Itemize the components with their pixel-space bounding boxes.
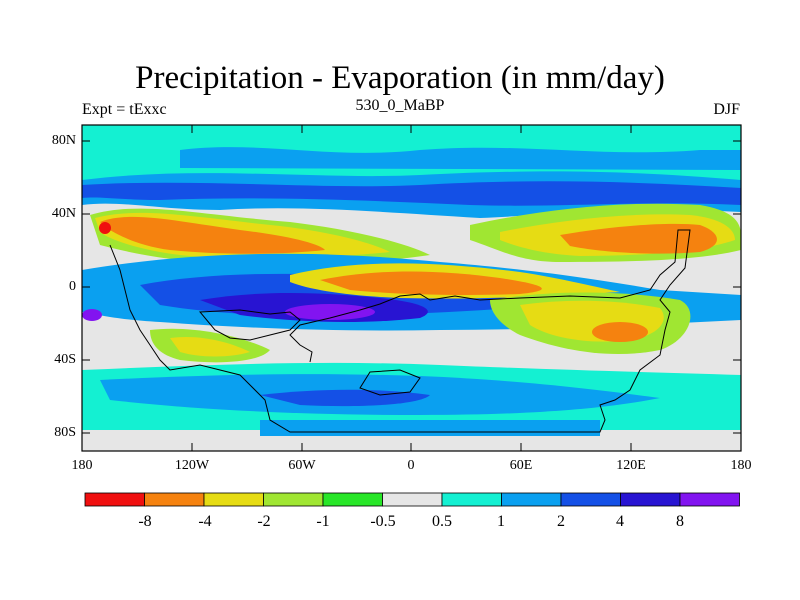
- colorbar-swatch: [679, 492, 740, 507]
- sh-subtropics-east-3: [592, 322, 648, 342]
- equatorial-dry-tongue-2: [320, 271, 542, 295]
- colorbar-label: 0.5: [432, 513, 452, 530]
- colorbar-label: -2: [257, 513, 271, 530]
- antarctic-coast-wet: [260, 420, 600, 436]
- x-tick-label: 120E: [616, 458, 646, 473]
- x-tick-label: 60E: [509, 458, 533, 473]
- x-tick-label: 60W: [288, 458, 316, 473]
- y-tick-label: 0: [69, 279, 76, 294]
- sh-subtropics-west-2: [170, 336, 250, 357]
- colorbar-label: -4: [198, 513, 212, 530]
- colorbar-swatch: [382, 492, 443, 507]
- y-tick-label: 40S: [54, 352, 76, 367]
- colorbar: [84, 492, 740, 507]
- nh-subtropics-west-3: [100, 216, 325, 254]
- colorbar-swatch: [322, 492, 383, 507]
- itcz-west-max: [82, 309, 102, 321]
- colorbar-label: 2: [557, 513, 565, 530]
- x-tick-label: 180: [730, 458, 752, 473]
- continent-outlines: [109, 229, 691, 433]
- colorbar-label: -1: [316, 513, 330, 530]
- contour-field: [82, 125, 741, 451]
- colorbar-label: 8: [676, 513, 684, 530]
- coastline-island-west: [198, 309, 301, 341]
- colorbar-swatch: [84, 492, 145, 507]
- experiment-label: Expt = tExxc: [82, 101, 167, 118]
- plot-title: Precipitation - Evaporation (in mm/day): [135, 60, 665, 96]
- nh-max-dry-cell: [99, 222, 111, 234]
- y-tick-label: 40N: [51, 206, 76, 221]
- y-tick-label: 80S: [54, 425, 76, 440]
- colorbar-swatch: [263, 492, 324, 507]
- colorbar-swatch: [620, 492, 681, 507]
- period-label: 530_0_MaBP: [355, 97, 445, 114]
- colorbar-swatch: [203, 492, 264, 507]
- y-tick-label: 80N: [51, 133, 76, 148]
- colorbar-swatch: [501, 492, 562, 507]
- colorbar-label: -0.5: [370, 513, 396, 530]
- coastline-island-south: [359, 369, 421, 396]
- colorbar-swatch: [144, 492, 205, 507]
- coastline-path: [109, 229, 691, 433]
- itcz-max: [285, 304, 375, 320]
- axis-ticks: [82, 125, 741, 451]
- colorbar-label: -8: [138, 513, 152, 530]
- season-label: DJF: [713, 101, 740, 118]
- colorbar-label: 4: [616, 513, 624, 530]
- arctic-wet-patch: [180, 147, 741, 170]
- x-tick-label: 180: [71, 458, 93, 473]
- x-tick-label: 120W: [174, 458, 210, 473]
- colorbar-swatch: [441, 492, 502, 507]
- colorbar-label: 1: [497, 513, 505, 530]
- x-tick-label: 0: [407, 458, 415, 473]
- colorbar-swatch: [560, 492, 621, 507]
- storm-track-core: [82, 181, 741, 206]
